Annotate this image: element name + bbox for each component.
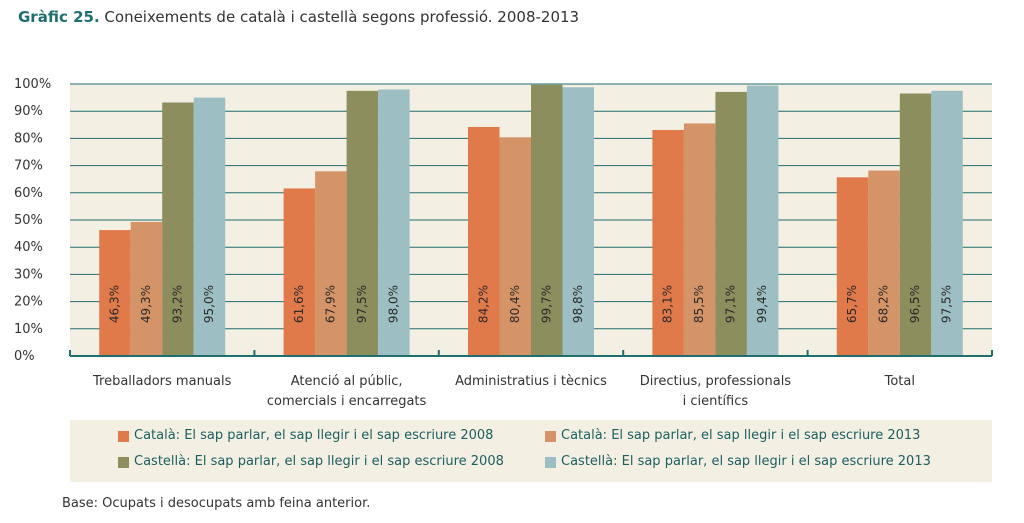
bar (562, 87, 594, 356)
y-tick-label: 20% (14, 295, 43, 310)
bar-value-label: 99,4% (755, 285, 769, 323)
bar-value-label: 80,4% (508, 285, 522, 323)
y-tick-label: 50% (14, 213, 43, 228)
bar-value-label: 65,7% (845, 285, 859, 323)
bar (99, 230, 131, 356)
bar (715, 91, 747, 356)
bar (836, 177, 869, 356)
bar-value-label: 98,0% (386, 285, 400, 323)
bar (899, 93, 932, 357)
legend-swatch (118, 457, 129, 468)
chart-title: Gràfic 25. Coneixements de català i cast… (18, 8, 579, 26)
bar (683, 123, 716, 356)
bar-value-label: 97,5% (940, 285, 954, 323)
bar (931, 90, 963, 357)
bar (378, 89, 410, 356)
legend-swatch (118, 431, 129, 442)
bar-value-label: 93,2% (170, 285, 184, 323)
y-tick-label: 80% (14, 131, 43, 146)
bar (868, 170, 900, 356)
bar (130, 221, 163, 356)
x-tick-label: Treballadors manuals (92, 374, 232, 389)
legend-label: Català: El sap parlar, el sap llegir i e… (134, 428, 494, 443)
x-tick-label: Administratius i tècnics (455, 374, 607, 389)
y-tick-label: 0% (14, 349, 35, 364)
chart-title-text: Coneixements de català i castellà segons… (104, 8, 580, 26)
y-tick-label: 10% (14, 322, 43, 337)
y-tick-label: 40% (14, 240, 43, 255)
bar (652, 129, 684, 356)
bar-value-label: 67,9% (323, 285, 337, 323)
bar-chart: 0% 10% 20% 30% 40% 50% 60% 70% 80% 90% 100% 46,3% 61… (14, 77, 993, 409)
bar-value-label: 46,3% (107, 285, 121, 323)
bar-value-label: 98,8% (571, 285, 585, 323)
y-tick-label: 70% (14, 159, 43, 174)
bar-value-label: 49,3% (139, 285, 153, 323)
y-tick-label: 30% (14, 267, 43, 282)
legend-label: Català: El sap parlar, el sap llegir i e… (561, 428, 921, 443)
bar-value-label: 85,5% (692, 285, 706, 323)
bar-value-label: 97,1% (724, 285, 738, 323)
y-tick-label: 100% (14, 77, 51, 92)
x-tick-label: Directius, professionals i científics (640, 374, 792, 409)
bar-value-label: 95,0% (202, 285, 216, 323)
legend-label: Castellà: El sap parlar, el sap llegir i… (561, 454, 931, 469)
legend-label: Castellà: El sap parlar, el sap llegir i… (134, 454, 504, 469)
bar (315, 171, 347, 356)
bar-value-label: 83,1% (661, 285, 675, 323)
y-tick-label: 90% (14, 104, 43, 119)
bar (162, 102, 194, 356)
legend-swatch (545, 431, 556, 442)
x-tick-label: Atenció al públic, comercials i encarrega… (267, 374, 427, 409)
legend-swatch (545, 457, 556, 468)
bar (468, 126, 500, 356)
footnote: Base: Ocupats i desocupats amb feina ant… (62, 496, 371, 511)
bar (499, 137, 531, 356)
bar (193, 97, 226, 356)
bar-value-label: 61,6% (292, 285, 306, 323)
bar (746, 85, 779, 357)
x-tick-label: Total (884, 374, 915, 389)
bar (283, 188, 316, 356)
bar-value-label: 96,5% (908, 285, 922, 323)
chart-title-number: Gràfic 25. (18, 8, 100, 26)
y-tick-label: 60% (14, 186, 43, 201)
bar-value-label: 99,7% (539, 285, 553, 323)
chart-legend: Català: El sap parlar, el sap llegir i e… (70, 420, 992, 482)
bar-value-label: 68,2% (877, 285, 891, 323)
bar (346, 90, 379, 357)
bar-value-label: 97,5% (355, 285, 369, 323)
bar (531, 84, 563, 356)
bar-value-label: 84,2% (476, 285, 490, 323)
